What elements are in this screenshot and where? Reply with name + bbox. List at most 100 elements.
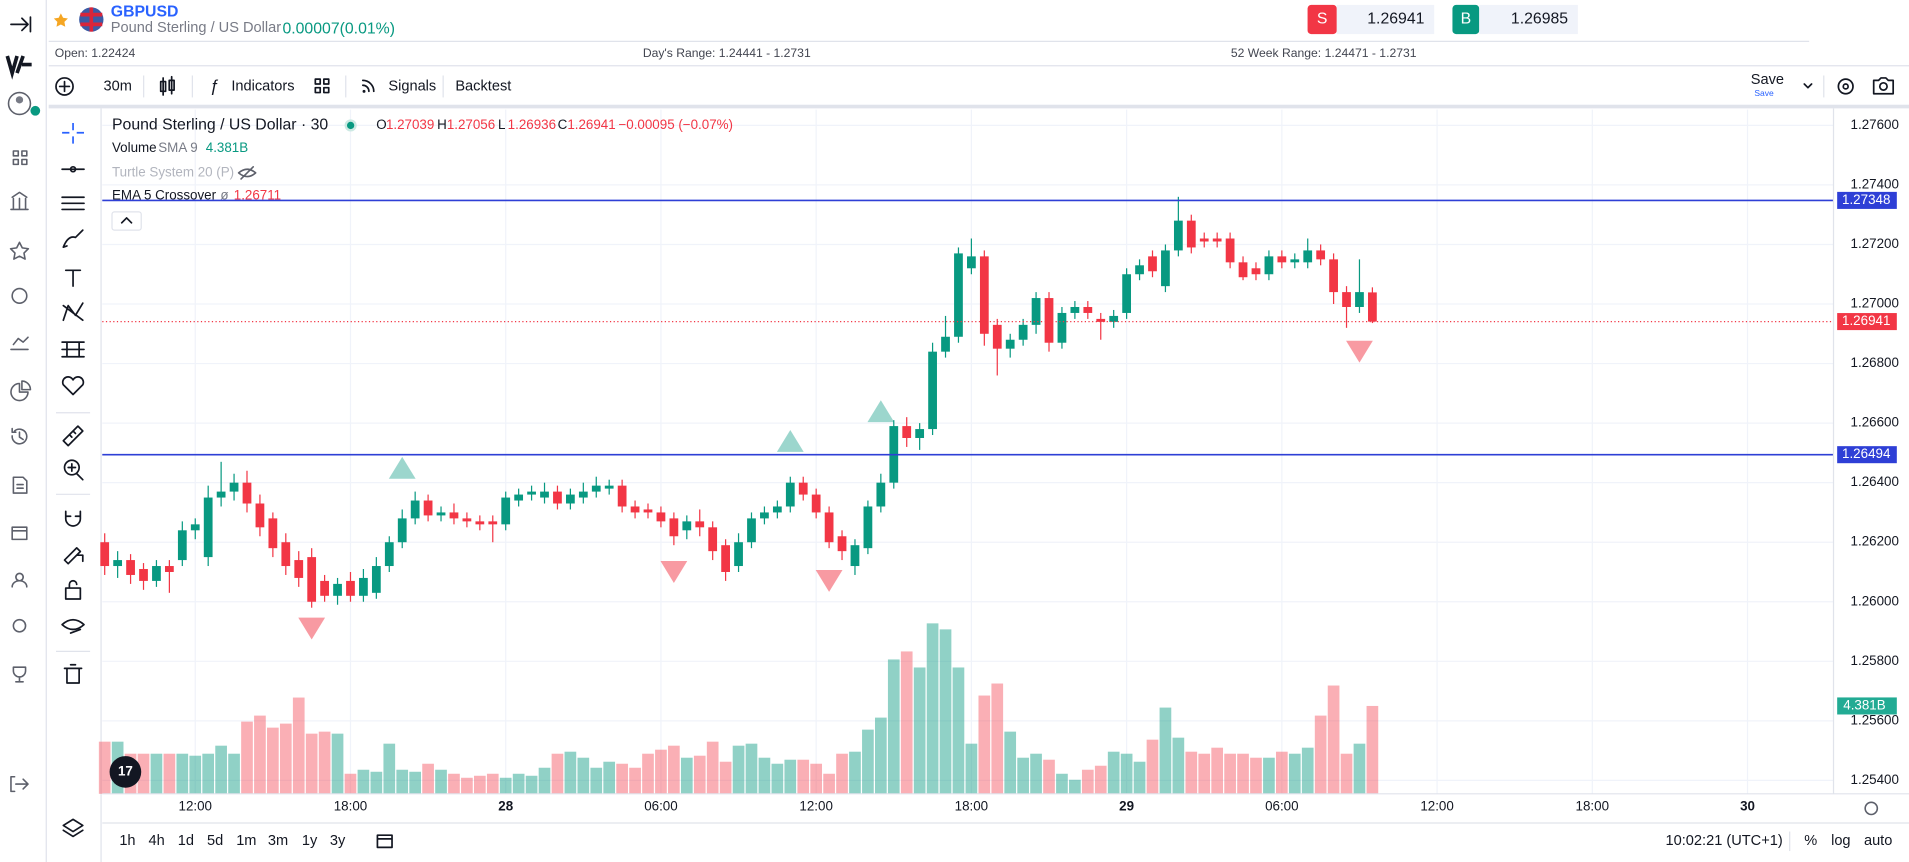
buy-button[interactable] — [1452, 4, 1480, 35]
trophy-icon[interactable] — [12, 666, 27, 683]
y-tick-label: 1.27000 — [1851, 296, 1899, 311]
volume-bar — [668, 745, 680, 794]
candle-body — [307, 557, 317, 602]
settings-icon[interactable] — [12, 618, 27, 633]
save-button[interactable]: Save — [1751, 72, 1784, 88]
favorite-tools[interactable] — [61, 376, 85, 396]
volume-bar — [1276, 751, 1288, 794]
logout-icon[interactable] — [10, 775, 29, 793]
candle-body — [747, 518, 756, 543]
layers-tool[interactable] — [62, 818, 84, 838]
line-tool[interactable] — [61, 165, 85, 173]
axis-settings[interactable] — [1864, 801, 1879, 816]
volume-bar — [693, 755, 706, 794]
watchlist-icon[interactable] — [9, 241, 30, 260]
fib-tool[interactable] — [61, 196, 85, 211]
candle-body — [1238, 262, 1248, 278]
legend-ohlc: O 1.27039 H 1.27056 L 1.26936 C 1.26941 — [376, 117, 616, 132]
candle-body — [216, 491, 226, 498]
range-button[interactable]: 1h — [119, 833, 135, 849]
volume-bar — [978, 695, 991, 794]
volume-value: 4.381B — [206, 140, 248, 155]
volume-bar — [512, 773, 525, 794]
range-button[interactable]: 5d — [207, 833, 223, 849]
percent-toggle[interactable]: % — [1804, 833, 1817, 849]
candle-body — [177, 530, 187, 561]
lock-tool[interactable] — [64, 579, 82, 600]
hidden-icon[interactable] — [237, 166, 257, 180]
zoom-plus — [67, 463, 84, 481]
collapse-legend[interactable] — [111, 211, 142, 231]
candle-body — [1264, 256, 1274, 275]
trade-icon[interactable] — [10, 336, 29, 351]
delete-tool[interactable] — [63, 663, 83, 684]
log-toggle[interactable]: log — [1831, 833, 1850, 849]
range-button[interactable]: 3m — [268, 833, 288, 849]
history-icon[interactable] — [11, 427, 28, 445]
ohlc-key: H — [437, 117, 447, 132]
sell-button[interactable] — [1307, 4, 1337, 35]
candle-body — [811, 494, 821, 513]
text-tool[interactable] — [64, 269, 82, 287]
zoom-tool[interactable] — [63, 459, 80, 476]
ohlc-value: 1.27039 — [386, 117, 434, 132]
candle-body — [863, 506, 873, 549]
candle-body — [967, 256, 976, 269]
crosshair-tool[interactable] — [62, 122, 85, 144]
profile-icon[interactable] — [11, 572, 28, 588]
volume-bar — [939, 629, 952, 794]
x-tick-label: 30 — [1740, 799, 1755, 814]
interval[interactable]: 30m — [103, 78, 131, 94]
sell-price-box[interactable] — [1336, 4, 1435, 35]
volume-bar — [1237, 753, 1249, 794]
volume-bar — [98, 741, 111, 794]
templates-icon[interactable] — [314, 78, 330, 94]
sell-signal — [298, 617, 326, 640]
volume-bar — [189, 755, 202, 794]
bank-icon[interactable] — [10, 191, 29, 211]
indicators-button[interactable]: Indicators — [231, 78, 294, 94]
range-button[interactable]: 3y — [330, 833, 346, 849]
candle-body — [1303, 250, 1313, 263]
forecast-tool[interactable] — [61, 341, 85, 358]
chart-type-icon[interactable] — [159, 75, 175, 96]
favorite-star[interactable] — [53, 13, 68, 27]
brush-tool[interactable] — [62, 229, 84, 249]
coins-icon[interactable] — [11, 287, 28, 304]
buy-price-box[interactable] — [1479, 4, 1578, 35]
ruler-tool[interactable] — [62, 425, 84, 447]
volume-bar — [991, 683, 1004, 794]
magnet-tool[interactable] — [64, 510, 82, 527]
range-button[interactable]: 1m — [236, 833, 256, 849]
backtest-button[interactable]: Backtest — [455, 78, 511, 94]
volume-bar — [849, 751, 861, 794]
volume-bar — [1172, 737, 1185, 794]
volume-bar — [1250, 757, 1262, 794]
dashboard-icon[interactable] — [12, 150, 28, 166]
range-button[interactable]: 1y — [302, 833, 318, 849]
add-symbol[interactable] — [55, 77, 74, 96]
pattern-tool[interactable] — [62, 302, 84, 322]
reports-icon[interactable] — [12, 476, 28, 494]
snapshot[interactable] — [1872, 77, 1895, 95]
candle-body — [578, 491, 588, 498]
signals-button[interactable]: Signals — [388, 78, 436, 94]
volume-bar — [344, 773, 357, 794]
wallet-icon[interactable] — [11, 526, 28, 541]
portfolio-icon[interactable] — [10, 380, 32, 402]
save-menu[interactable] — [1803, 83, 1813, 89]
expand-icon[interactable] — [10, 16, 32, 33]
auto-toggle[interactable]: auto — [1864, 833, 1892, 849]
range-button[interactable]: 4h — [149, 833, 165, 849]
avatar[interactable] — [7, 91, 32, 116]
ema-legend: EMA 5 Crossover — [112, 188, 217, 203]
lock-drawings[interactable] — [63, 547, 84, 565]
volume-bar — [435, 769, 447, 794]
candle-body — [708, 527, 718, 552]
y-tick-label: 1.25800 — [1851, 653, 1899, 668]
range-button[interactable]: 1d — [178, 833, 194, 849]
hide-tool[interactable] — [61, 618, 85, 634]
date-range-icon[interactable] — [376, 834, 393, 849]
chart-settings[interactable] — [1837, 78, 1854, 95]
